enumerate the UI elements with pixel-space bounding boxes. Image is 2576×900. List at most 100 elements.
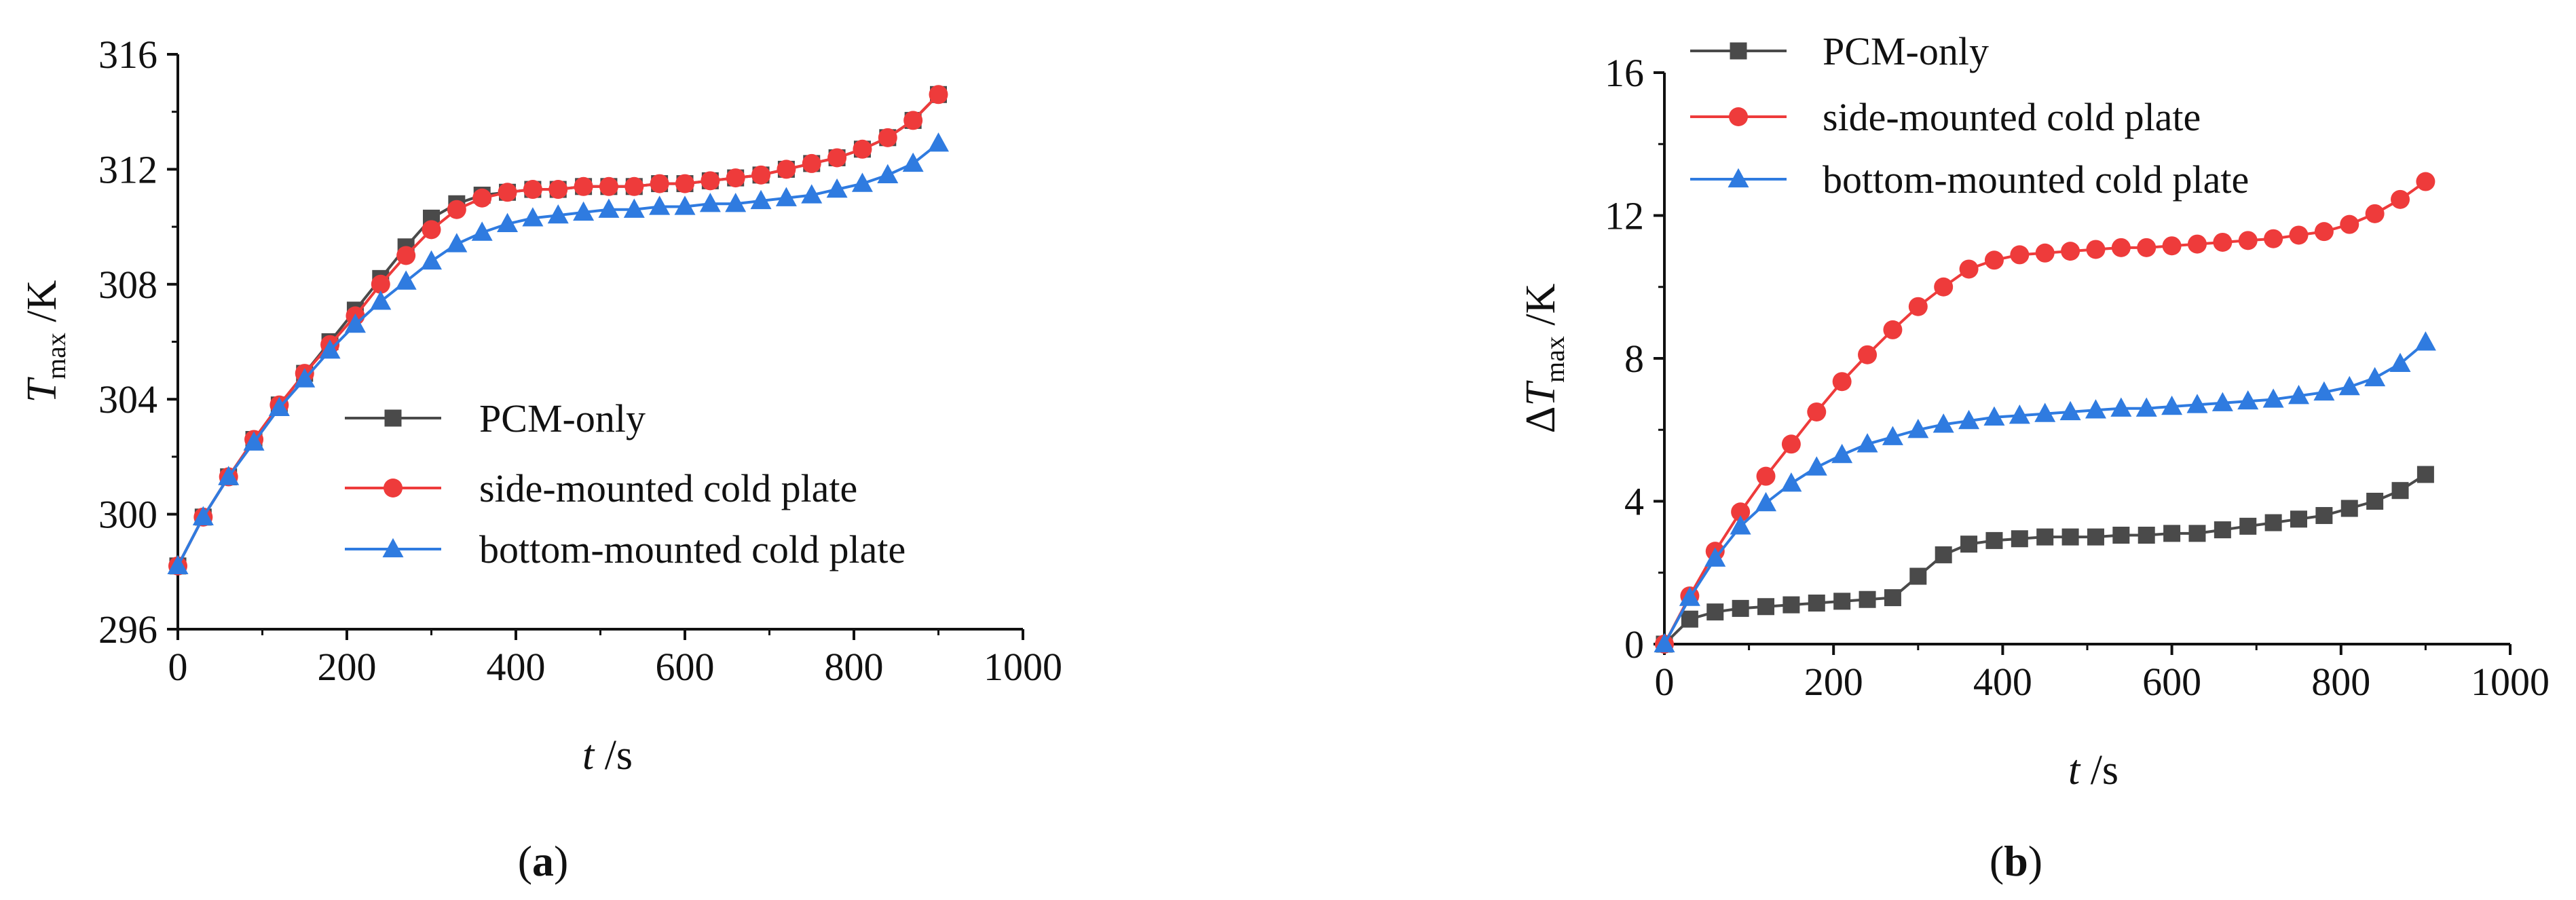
- data-point: [2186, 394, 2208, 413]
- data-point: [2034, 402, 2056, 422]
- data-point: [421, 250, 442, 270]
- data-point: [294, 368, 316, 388]
- data-point: [1781, 434, 1801, 454]
- data-point: [446, 233, 468, 252]
- data-point: [1681, 610, 1698, 628]
- data-point: [725, 193, 747, 212]
- data-point: [726, 168, 745, 188]
- data-point: [2161, 395, 2183, 415]
- x-tick-label: 800: [825, 645, 884, 689]
- y-tick-label: 0: [1624, 622, 1644, 667]
- data-point: [2188, 525, 2206, 542]
- y-tick-label: 4: [1624, 480, 1644, 524]
- data-point: [319, 339, 341, 359]
- data-point: [1934, 277, 1954, 297]
- data-point: [598, 198, 620, 218]
- data-point: [802, 153, 821, 173]
- data-point: [1730, 515, 1751, 535]
- data-point: [574, 176, 593, 196]
- data-point: [2237, 390, 2259, 410]
- y-tick-label: 12: [1605, 194, 1644, 238]
- data-point: [2389, 352, 2411, 373]
- series-line: [1663, 473, 2427, 645]
- data-point: [699, 193, 721, 212]
- data-point: [1755, 491, 1777, 512]
- series-1: [1656, 466, 2434, 653]
- data-point: [623, 198, 645, 218]
- data-point: [1704, 547, 1726, 567]
- legend-item: side-mounted cold plate: [1690, 95, 2201, 139]
- x-tick-label: 600: [656, 645, 715, 689]
- data-point: [422, 220, 441, 240]
- data-point: [2111, 238, 2131, 257]
- data-point: [2138, 526, 2155, 544]
- x-tick-label: 1000: [984, 645, 1062, 689]
- x-tick-label: 0: [168, 645, 188, 689]
- x-axis-title: t /s: [2068, 747, 2118, 793]
- data-point: [1832, 372, 1852, 392]
- x-tick-label: 1000: [2471, 660, 2550, 704]
- data-point: [2391, 189, 2410, 209]
- x-axis-title: t /s: [582, 732, 633, 779]
- x-tick-label: 800: [2311, 660, 2370, 704]
- legend: PCM-only side-mounted cold plate bottom-mo…: [1690, 29, 2249, 202]
- data-point: [396, 246, 416, 265]
- legend: PCM-only side-mounted cold plate bottom-mo…: [345, 396, 906, 571]
- data-point: [827, 148, 847, 168]
- panel-label: (b): [1990, 837, 2042, 885]
- data-point: [2061, 528, 2079, 546]
- legend-item: bottom-mounted cold plate: [1690, 157, 2249, 202]
- data-point: [2416, 466, 2434, 483]
- data-point: [218, 466, 240, 485]
- data-point: [2163, 525, 2181, 542]
- data-point: [2009, 405, 2030, 424]
- data-point: [877, 164, 899, 184]
- data-point: [2416, 172, 2435, 191]
- legend-marker: [1728, 168, 1749, 188]
- data-point: [548, 180, 568, 200]
- series-3: [167, 132, 949, 574]
- data-point: [2214, 521, 2231, 539]
- data-point: [2314, 222, 2334, 242]
- data-point: [2315, 507, 2333, 525]
- legend-label: bottom-mounted cold plate: [1823, 157, 2249, 202]
- data-point: [2086, 240, 2106, 259]
- legend-marker: [382, 538, 404, 558]
- data-point: [2364, 367, 2386, 387]
- y-tick-label: 308: [98, 263, 157, 307]
- data-point: [853, 139, 872, 159]
- data-point: [1933, 413, 1954, 433]
- data-point: [395, 270, 417, 290]
- legend-item: PCM-only: [345, 396, 646, 440]
- data-point: [1907, 419, 1929, 438]
- data-point: [167, 555, 189, 574]
- data-point: [344, 313, 366, 333]
- data-point: [701, 171, 720, 191]
- data-point: [777, 160, 796, 179]
- data-point: [2087, 528, 2104, 546]
- data-point: [750, 189, 772, 210]
- data-point: [650, 174, 669, 193]
- data-point: [1757, 598, 1775, 616]
- data-point: [1731, 502, 1751, 522]
- data-point: [371, 274, 390, 294]
- data-point: [1782, 596, 1800, 614]
- data-point: [2262, 388, 2284, 408]
- y-tick-label: 296: [98, 607, 157, 652]
- data-point: [1654, 633, 1675, 653]
- legend-marker: [1729, 107, 1748, 126]
- data-point: [851, 172, 873, 192]
- data-point: [1859, 590, 1876, 608]
- data-point: [2366, 493, 2384, 510]
- data-point: [903, 111, 923, 130]
- legend-item: bottom-mounted cold plate: [345, 527, 906, 571]
- data-point: [2239, 517, 2257, 535]
- legend-item: PCM-only: [1690, 29, 1989, 73]
- legend-marker: [1730, 42, 1747, 60]
- chart-panel-a: 0 200 400 600 800 1000 296 300 304 308 312 316 t /s T…: [19, 33, 1062, 885]
- data-point: [599, 176, 618, 196]
- data-point: [2338, 375, 2360, 396]
- data-point: [675, 174, 694, 193]
- data-point: [1858, 345, 1878, 364]
- data-point: [624, 176, 644, 196]
